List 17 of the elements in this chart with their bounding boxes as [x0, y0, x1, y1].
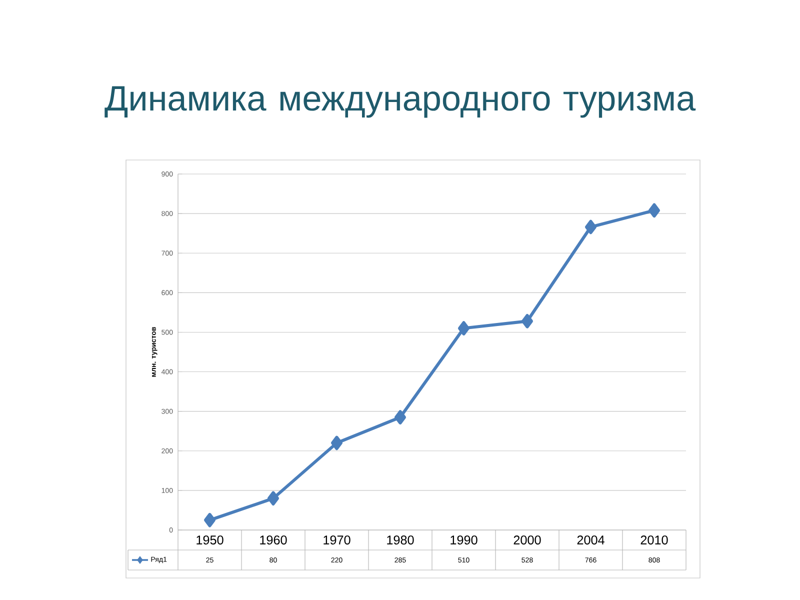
x-tick-label: 1960: [260, 536, 287, 544]
x-tick-label: 2004: [577, 536, 604, 544]
x-tick-label: 2010: [640, 536, 668, 544]
point: [330, 436, 343, 450]
chart-title: Динамика международного туризма: [104, 86, 696, 118]
x-tick-label: 1980: [387, 536, 414, 544]
point: [584, 220, 597, 234]
point: [267, 491, 280, 506]
point: [648, 203, 660, 218]
point: [458, 321, 470, 336]
x-tick-label: 1950: [196, 536, 224, 544]
x-tick-label: 1990: [450, 536, 478, 544]
x-tick-label: 1970: [324, 536, 350, 544]
point: [521, 314, 534, 328]
x-tick-label: 2000: [514, 536, 541, 544]
point: [394, 410, 406, 424]
point: [204, 512, 216, 528]
